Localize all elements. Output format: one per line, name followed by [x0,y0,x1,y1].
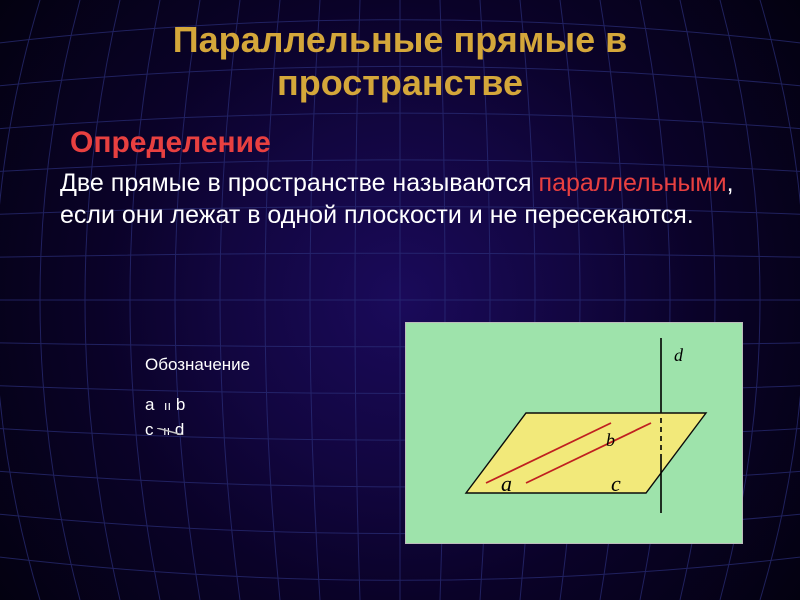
svg-text:c: c [611,471,621,496]
subtitle: Определение [70,126,800,160]
slide-title: Параллельные прямые в пространстве [0,0,800,104]
notation-2-a: c [145,420,154,439]
title-line-2: пространстве [277,62,523,103]
notation-line-1: a ıı b [145,392,250,418]
notation-1-b: b [176,395,185,414]
svg-text:d: d [674,345,684,365]
notation-label: Обозначение [145,352,250,378]
definition-text: Две прямые в пространстве называются пар… [60,168,745,231]
title-line-1: Параллельные прямые в [173,19,628,60]
svg-text:b: b [606,430,615,450]
geometry-diagram: a b c d [405,322,743,544]
notation-block: Обозначение a ıı b c ıı d [145,352,250,443]
def-highlight: параллельными [539,169,727,197]
notation-1-a: a [145,395,154,414]
parallel-symbol-1: ıı [164,398,171,413]
strike-icon [157,428,183,435]
def-part1: Две прямые в пространстве называются [60,169,539,197]
notation-line-2: c ıı d [145,417,250,443]
svg-text:a: a [501,471,512,496]
